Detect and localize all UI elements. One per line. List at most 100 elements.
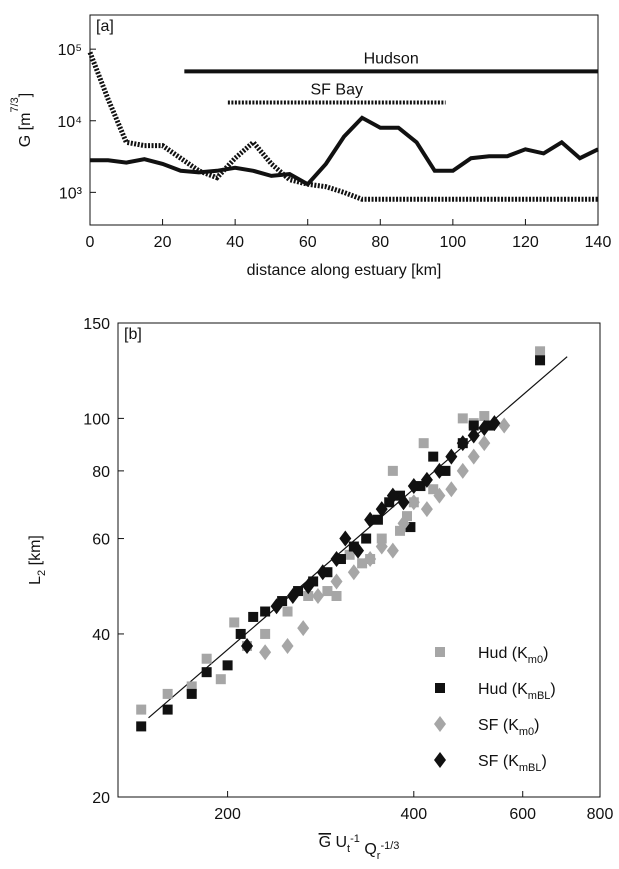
marker-diamond — [330, 573, 343, 590]
x-tick-label: 100 — [440, 234, 467, 251]
marker-square — [162, 688, 173, 699]
marker-square — [222, 660, 233, 671]
x-axis-label: G Ut-1 Qr-1/3 — [319, 833, 400, 862]
label-part: mBL — [519, 762, 542, 774]
x-tick-label: 0 — [86, 234, 95, 251]
marker-diamond — [467, 427, 480, 444]
marker-diamond — [316, 564, 329, 581]
marker-diamond — [478, 435, 491, 452]
x-tick-label: 40 — [226, 234, 244, 251]
label-part: 2 — [36, 570, 48, 576]
marker-square — [293, 586, 304, 597]
x-tick-label: 400 — [400, 806, 427, 823]
y-tick-label: 10⁵ — [58, 42, 82, 59]
marker-diamond — [339, 530, 352, 547]
marker-square — [260, 606, 271, 617]
x-tick-label: 140 — [585, 234, 612, 251]
label-part: L — [27, 576, 44, 585]
y-tick-label: 10³ — [59, 185, 83, 202]
plot-frame — [89, 14, 599, 226]
marker-square — [457, 413, 468, 424]
panel-label: [a] — [96, 18, 114, 35]
x-tick-label: 20 — [154, 234, 172, 251]
marker-square — [136, 704, 147, 715]
marker-square — [428, 484, 439, 495]
marker-square — [201, 653, 212, 664]
x-tick-label: 600 — [509, 806, 536, 823]
x-tick-label: 200 — [214, 806, 241, 823]
marker-square — [348, 541, 359, 552]
marker-square — [395, 525, 406, 536]
marker-square — [136, 721, 147, 732]
label-part: Q — [360, 841, 377, 858]
marker-diamond — [488, 415, 501, 432]
marker-square — [384, 497, 395, 508]
legend-label: SF (Km0) — [478, 717, 540, 738]
marker-square — [162, 704, 173, 715]
label-part: -1/3 — [380, 840, 399, 852]
label-part: ) — [534, 717, 539, 734]
marker-square — [395, 490, 406, 501]
marker-diamond — [270, 598, 283, 615]
marker-square — [201, 667, 212, 678]
marker-square — [277, 596, 288, 607]
marker-diamond — [259, 644, 272, 661]
marker-diamond — [397, 515, 410, 532]
marker-diamond — [364, 511, 377, 528]
x-tick-label: 60 — [299, 234, 317, 251]
y-tick-label: 20 — [92, 790, 110, 807]
panel-label: [b] — [124, 326, 142, 343]
label-part: m0 — [528, 654, 543, 666]
y-axis-label: L2 [km] — [27, 535, 48, 585]
marker-square — [405, 522, 416, 533]
marker-square — [357, 558, 368, 569]
plot-frame — [117, 322, 601, 798]
marker-diamond — [347, 564, 360, 581]
y-tick-label: 150 — [83, 316, 110, 333]
marker-square — [282, 606, 293, 617]
marker-diamond — [281, 638, 294, 655]
label-part: ) — [542, 753, 547, 770]
marker-diamond — [297, 620, 310, 637]
y-axis-label: G [m7/3] — [9, 93, 34, 147]
marker-square — [248, 611, 259, 622]
marker-diamond — [433, 487, 446, 504]
marker-square — [215, 674, 226, 685]
marker-diamond — [407, 478, 420, 495]
marker-diamond — [397, 494, 410, 511]
marker-diamond — [352, 542, 365, 559]
marker-diamond — [467, 448, 480, 465]
marker-diamond — [375, 538, 388, 555]
marker-diamond — [386, 542, 399, 559]
marker-square — [372, 514, 383, 525]
label-part: G — [319, 834, 331, 851]
marker-square — [303, 591, 314, 602]
data-line — [90, 115, 599, 187]
y-tick-label: 100 — [83, 411, 110, 428]
legend-label: SF (KmBL) — [478, 753, 547, 774]
x-tick-label: 800 — [587, 806, 614, 823]
label-part: Hud (K — [478, 645, 528, 662]
marker-diamond — [375, 501, 388, 518]
marker-square — [308, 576, 319, 587]
label-part: t — [347, 843, 350, 855]
y-tick-label: 60 — [92, 532, 110, 549]
label-part: distance along estuary [km] — [247, 262, 442, 279]
marker-square — [440, 465, 451, 476]
marker-square — [322, 586, 333, 597]
label-part: m0 — [519, 726, 534, 738]
marker-square — [435, 647, 445, 657]
marker-diamond — [434, 716, 446, 732]
label-part: ) — [543, 645, 548, 662]
data-line — [87, 51, 598, 202]
label-part: G [m — [17, 113, 34, 148]
marker-diamond — [433, 462, 446, 479]
x-tick-label: 80 — [371, 234, 389, 251]
marker-diamond — [445, 481, 458, 498]
marker-diamond — [420, 471, 433, 488]
label-part: ) — [550, 681, 555, 698]
marker-square — [479, 411, 490, 422]
marker-diamond — [445, 448, 458, 465]
marker-square — [428, 451, 439, 462]
